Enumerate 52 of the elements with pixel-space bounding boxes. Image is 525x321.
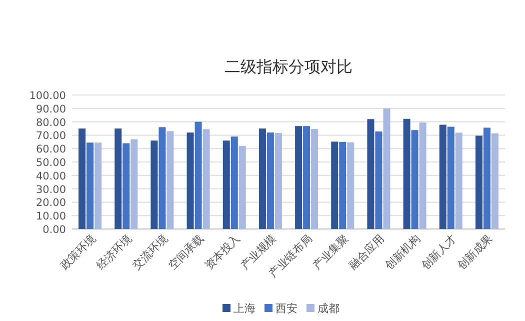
y-tick-label: 20.00 bbox=[36, 197, 66, 210]
legend-label: 上海 bbox=[234, 302, 256, 315]
bar bbox=[367, 119, 374, 229]
y-tick-label: 30.00 bbox=[36, 184, 66, 196]
bar bbox=[339, 142, 346, 229]
bar bbox=[347, 142, 354, 229]
bar bbox=[238, 146, 246, 229]
bar bbox=[455, 132, 462, 229]
bar bbox=[158, 127, 166, 229]
bar bbox=[383, 108, 390, 229]
y-tick-label: 90.00 bbox=[36, 103, 66, 116]
y-tick-label: 70.00 bbox=[36, 130, 66, 142]
bar bbox=[186, 132, 194, 229]
bar bbox=[230, 136, 238, 229]
y-tick-label: 80.00 bbox=[36, 116, 66, 129]
bar bbox=[130, 139, 138, 229]
bar bbox=[475, 136, 482, 229]
legend-label: 成都 bbox=[318, 302, 340, 315]
y-tick-label: 100.00 bbox=[29, 90, 66, 102]
chart-title: 二级指标分项对比 bbox=[224, 57, 352, 76]
bar bbox=[447, 126, 454, 229]
bar bbox=[122, 143, 130, 229]
bar bbox=[222, 140, 230, 229]
bar bbox=[419, 122, 426, 229]
bar bbox=[114, 128, 122, 229]
y-tick-label: 40.00 bbox=[36, 170, 66, 182]
y-tick-label: 0.00 bbox=[42, 224, 66, 236]
y-tick-label: 60.00 bbox=[36, 144, 66, 156]
bar bbox=[411, 130, 418, 229]
bar bbox=[439, 124, 446, 229]
bar bbox=[311, 129, 318, 229]
bar bbox=[194, 122, 202, 229]
bar bbox=[295, 126, 302, 229]
bar bbox=[258, 128, 266, 229]
y-tick-label: 50.00 bbox=[36, 157, 66, 169]
bar bbox=[266, 132, 274, 229]
bar bbox=[202, 129, 210, 229]
bar bbox=[491, 133, 498, 229]
bar bbox=[86, 142, 94, 229]
bar bbox=[483, 128, 490, 229]
legend-label: 西安 bbox=[276, 302, 298, 315]
bar bbox=[94, 142, 102, 229]
bar bbox=[274, 133, 282, 229]
y-tick-label: 10.00 bbox=[36, 210, 66, 223]
bar bbox=[78, 128, 86, 229]
bar bbox=[331, 142, 338, 229]
bar bbox=[166, 131, 174, 229]
bar bbox=[375, 131, 382, 229]
bar bbox=[150, 140, 158, 229]
bar bbox=[303, 126, 310, 229]
x-tick-label: 创新成果 bbox=[454, 232, 496, 272]
bar bbox=[403, 118, 410, 229]
